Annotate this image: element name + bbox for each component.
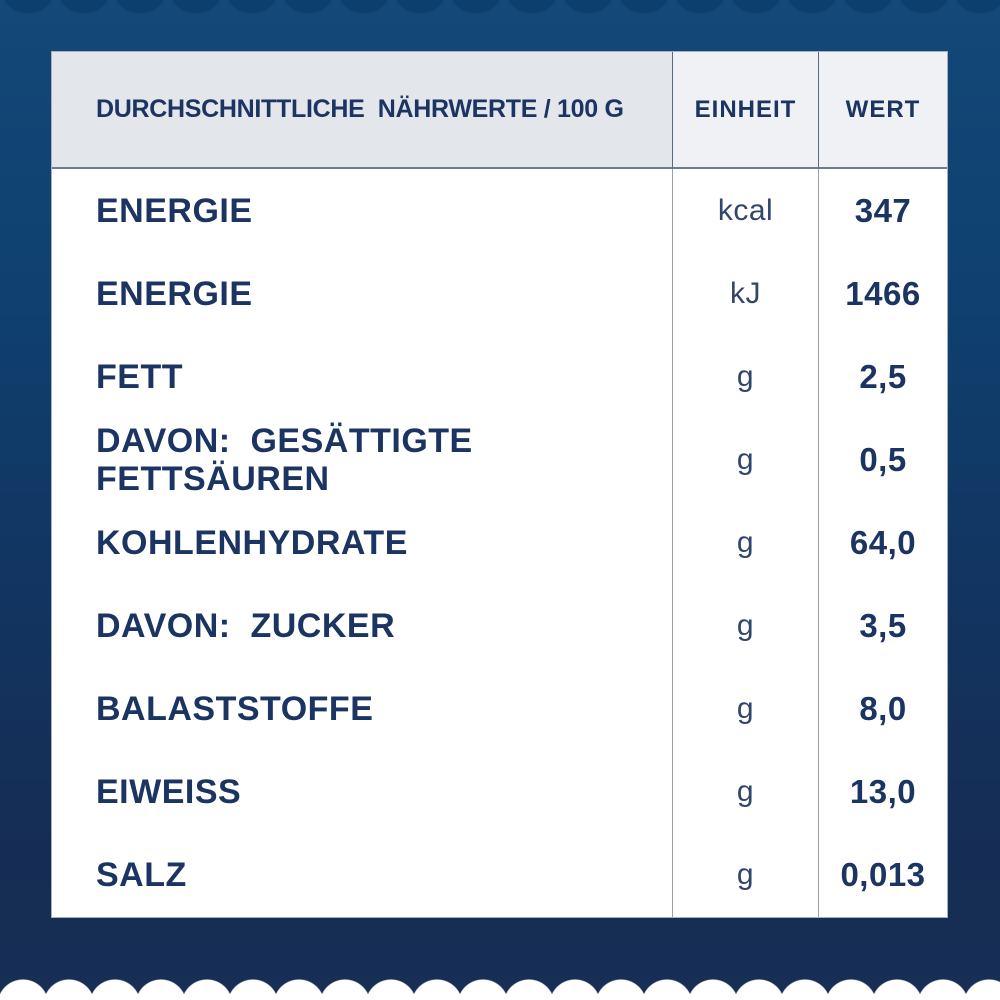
- table-row: KOHLENHYDRATE: [52, 501, 672, 584]
- table-row: kcal: [672, 169, 818, 253]
- value-column-header: WERT: [845, 95, 921, 123]
- table-row: FETT: [52, 335, 672, 418]
- table-row: 2,5: [818, 335, 947, 419]
- nutrient-name: FETT: [96, 357, 183, 396]
- table-row: g: [672, 335, 818, 419]
- table-row: 8,0: [818, 667, 947, 751]
- table-row: 347: [818, 169, 947, 253]
- nutrient-value: 347: [854, 191, 912, 229]
- nutrient-unit: kcal: [717, 193, 774, 227]
- nutrient-name: KOHLENHYDRATE: [96, 523, 408, 562]
- table-row: 3,5: [818, 584, 947, 668]
- nutrient-value: 3,5: [859, 607, 907, 645]
- table-header-nutrients-cell: DURCHSCHNITTLICHE NÄHRWERTE / 100 G: [52, 52, 672, 169]
- nutrient-value: 0,5: [859, 440, 907, 478]
- nutrient-value: 64,0: [849, 523, 917, 561]
- table-row: BALASTSTOFFE: [52, 668, 672, 751]
- nutrient-name: EIWEISS: [96, 773, 242, 812]
- nutrient-unit: g: [736, 858, 755, 892]
- table-row: ENERGIE: [52, 169, 672, 252]
- nutrient-name: ENERGIE: [96, 191, 253, 230]
- table-row: DAVON: GESÄTTIGTE FETTSÄUREN: [52, 418, 672, 501]
- nutrient-name: DAVON: GESÄTTIGTE FETTSÄUREN: [96, 421, 473, 498]
- table-row: 64,0: [818, 501, 947, 585]
- top-scallop-trim: [0, 0, 1000, 16]
- table-row: 0,013: [818, 833, 947, 917]
- nutrient-value: 8,0: [859, 690, 907, 728]
- nutrient-unit: g: [736, 609, 755, 643]
- nutrient-name: SALZ: [96, 856, 187, 895]
- table-row: ENERGIE: [52, 252, 672, 335]
- table-title: DURCHSCHNITTLICHE NÄHRWERTE / 100 G: [96, 95, 624, 123]
- table-header-value-cell: WERT: [818, 52, 947, 169]
- nutrient-unit: g: [736, 692, 755, 726]
- nutrient-unit: g: [736, 775, 755, 809]
- table-row: EIWEISS: [52, 751, 672, 834]
- nutrition-table: DURCHSCHNITTLICHE NÄHRWERTE / 100 G EINH…: [51, 51, 948, 918]
- table-row: g: [672, 501, 818, 585]
- nutrient-name: ENERGIE: [96, 274, 253, 313]
- table-row: g: [672, 750, 818, 834]
- nutrient-unit: g: [736, 442, 755, 476]
- table-row: g: [672, 584, 818, 668]
- table-row: 0,5: [818, 418, 947, 502]
- table-row: g: [672, 833, 818, 917]
- nutrient-value: 1466: [845, 274, 921, 312]
- table-row: g: [672, 418, 818, 502]
- unit-column-header: EINHEIT: [694, 95, 797, 123]
- nutrient-name: DAVON: ZUCKER: [96, 607, 396, 646]
- table-row: 1466: [818, 252, 947, 336]
- nutrient-value: 2,5: [859, 357, 907, 395]
- bottom-scallop-edge: [0, 972, 1000, 1000]
- nutrient-value: 0,013: [840, 856, 926, 894]
- nutrient-unit: g: [736, 359, 755, 393]
- table-header-unit-cell: EINHEIT: [672, 52, 818, 169]
- table-row: DAVON: ZUCKER: [52, 585, 672, 668]
- nutrient-unit: kJ: [730, 276, 761, 310]
- table-row: 13,0: [818, 750, 947, 834]
- nutrient-value: 13,0: [849, 773, 917, 811]
- nutrient-name: BALASTSTOFFE: [96, 690, 374, 729]
- nutrient-unit: g: [736, 525, 755, 559]
- table-row: SALZ: [52, 834, 672, 917]
- table-row: g: [672, 667, 818, 751]
- table-row: kJ: [672, 252, 818, 336]
